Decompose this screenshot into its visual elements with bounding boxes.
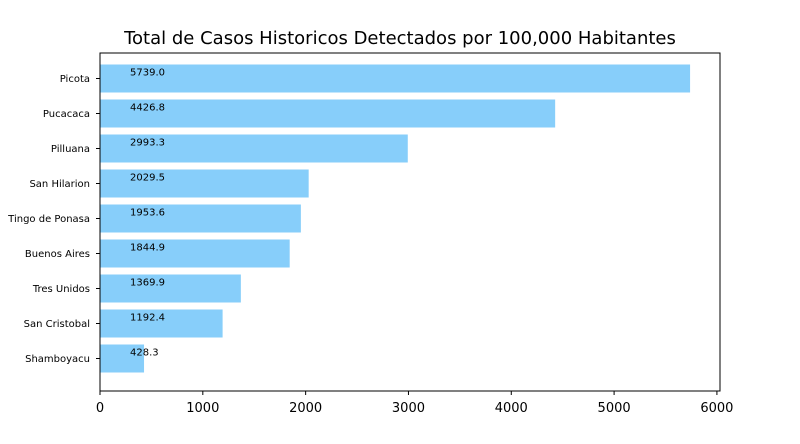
x-tick-label: 5000: [598, 401, 631, 416]
y-tick-label: Pucacaca: [43, 109, 90, 120]
data-label: 1192.4: [130, 313, 165, 324]
chart-title: Total de Casos Historicos Detectados por…: [123, 28, 676, 49]
x-tick-label: 1000: [186, 401, 219, 416]
y-tick-label: San Cristobal: [24, 319, 90, 330]
x-tick-label: 3000: [392, 401, 425, 416]
data-label: 1844.9: [130, 243, 165, 254]
data-label: 2029.5: [130, 173, 165, 184]
bar: [100, 274, 241, 303]
data-label: 1369.9: [130, 278, 165, 289]
bar: [100, 239, 290, 268]
y-tick-label: Pilluana: [51, 144, 90, 155]
data-label: 4426.8: [130, 103, 165, 114]
y-tick-label: Tingo de Ponasa: [7, 214, 90, 225]
y-axis: Picota Pucacaca Pilluana San Hilarion Tingo …: [7, 74, 100, 365]
bar: [100, 344, 145, 373]
y-tick-label: Shamboyacu: [25, 354, 90, 365]
y-tick-label: Picota: [60, 74, 90, 85]
data-labels-layer: 5739.0 4426.8 2993.3 2029.5 1953.6 1844.9 1369…: [130, 68, 165, 359]
data-label: 2993.3: [130, 138, 165, 149]
bar: [100, 204, 301, 233]
bar: [100, 99, 556, 128]
x-tick-label: 6000: [700, 401, 733, 416]
x-axis: 0 1000 2000 3000 4000 5000 6000: [96, 391, 733, 416]
bar: [100, 169, 309, 198]
y-tick-label: Tres Unidos: [32, 284, 90, 295]
bar: [100, 64, 691, 93]
x-tick-label: 0: [96, 401, 104, 416]
y-tick-label: San Hilarion: [29, 179, 90, 190]
data-label: 5739.0: [130, 68, 165, 79]
x-tick-label: 2000: [289, 401, 322, 416]
plot-frame: [99, 52, 721, 392]
bar: [100, 309, 223, 338]
y-tick-label: Buenos Aires: [25, 249, 90, 260]
x-tick-label: 4000: [495, 401, 528, 416]
data-label: 428.3: [130, 348, 159, 359]
data-label: 1953.6: [130, 208, 165, 219]
bars-layer: [100, 64, 691, 373]
bar: [100, 134, 408, 163]
